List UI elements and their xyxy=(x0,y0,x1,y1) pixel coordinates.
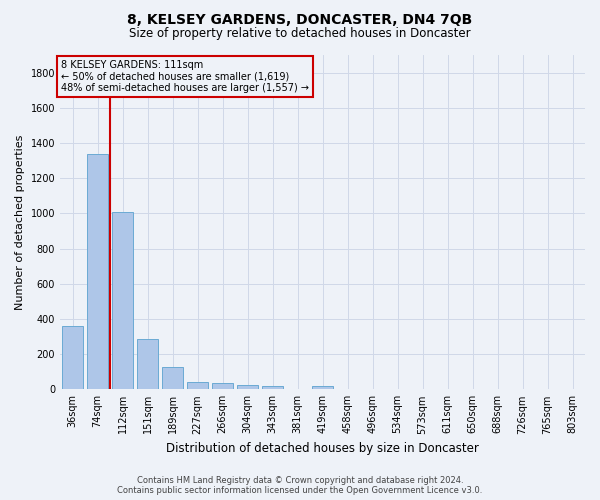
Text: Size of property relative to detached houses in Doncaster: Size of property relative to detached ho… xyxy=(129,28,471,40)
Bar xyxy=(112,212,133,390)
Bar xyxy=(87,154,108,390)
Text: 8 KELSEY GARDENS: 111sqm
← 50% of detached houses are smaller (1,619)
48% of sem: 8 KELSEY GARDENS: 111sqm ← 50% of detach… xyxy=(61,60,309,94)
Y-axis label: Number of detached properties: Number of detached properties xyxy=(15,134,25,310)
Bar xyxy=(162,368,183,390)
Bar xyxy=(212,383,233,390)
Text: 8, KELSEY GARDENS, DONCASTER, DN4 7QB: 8, KELSEY GARDENS, DONCASTER, DN4 7QB xyxy=(127,12,473,26)
Text: Contains HM Land Registry data © Crown copyright and database right 2024.
Contai: Contains HM Land Registry data © Crown c… xyxy=(118,476,482,495)
Bar xyxy=(62,326,83,390)
Bar xyxy=(137,339,158,390)
Bar xyxy=(237,386,258,390)
Bar xyxy=(187,382,208,390)
Bar xyxy=(312,386,333,390)
X-axis label: Distribution of detached houses by size in Doncaster: Distribution of detached houses by size … xyxy=(166,442,479,455)
Bar xyxy=(262,386,283,390)
